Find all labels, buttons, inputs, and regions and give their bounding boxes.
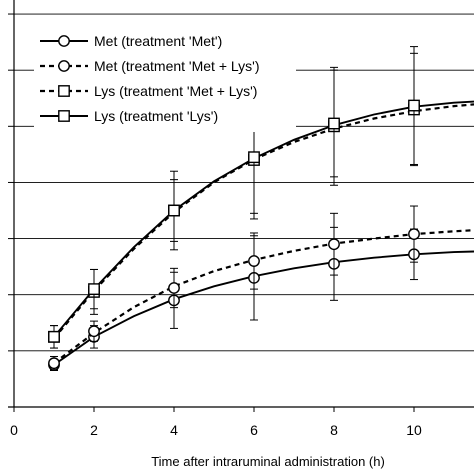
marker-circle	[168, 282, 180, 294]
series-4	[48, 46, 474, 349]
marker-circle	[408, 228, 420, 240]
x-axis-title: Time after intraruminal administration (…	[151, 454, 385, 469]
x-tick-label: 10	[406, 422, 422, 438]
series-line	[53, 250, 474, 366]
marker-circle	[58, 60, 70, 72]
x-tick-label: 2	[90, 422, 98, 438]
series-line	[53, 100, 474, 338]
x-tick-label: 8	[330, 422, 338, 438]
legend-item-3: Lys (treatment 'Met + Lys')	[40, 83, 257, 99]
x-tick-label: 0	[10, 422, 18, 438]
series-2	[48, 205, 474, 371]
series-line	[53, 103, 474, 340]
marker-square	[248, 151, 260, 164]
x-tick-label: 4	[170, 422, 178, 438]
x-tick-label: 6	[250, 422, 258, 438]
legend-item-2: Met (treatment 'Met + Lys')	[40, 58, 259, 74]
legend-label: Lys (treatment 'Met + Lys')	[94, 83, 257, 99]
legend-label: Met (treatment 'Met')	[94, 33, 222, 49]
marker-square	[168, 204, 180, 217]
marker-circle	[48, 357, 60, 370]
marker-circle	[328, 238, 340, 251]
marker-square	[88, 283, 100, 296]
series-layer	[48, 46, 474, 372]
marker-circle	[248, 255, 260, 267]
marker-square	[58, 110, 70, 122]
legend-label: Met (treatment 'Met + Lys')	[94, 58, 259, 74]
marker-square	[408, 99, 420, 112]
legend: Met (treatment 'Met') Met (treatment 'Met…	[34, 28, 296, 132]
legend-item-4: Lys (treatment 'Lys')	[40, 108, 218, 124]
marker-circle	[88, 325, 100, 338]
legend-label: Lys (treatment 'Lys')	[94, 108, 218, 124]
marker-circle	[58, 35, 70, 47]
axes: 0 2 4 6 8 10	[8, 0, 474, 438]
legend-background	[34, 28, 296, 132]
marker-square	[58, 85, 70, 97]
legend-item-1: Met (treatment 'Met')	[40, 33, 222, 49]
series-line	[53, 229, 474, 365]
marker-square	[328, 117, 340, 130]
marker-square	[48, 330, 60, 343]
series-1	[48, 226, 474, 372]
